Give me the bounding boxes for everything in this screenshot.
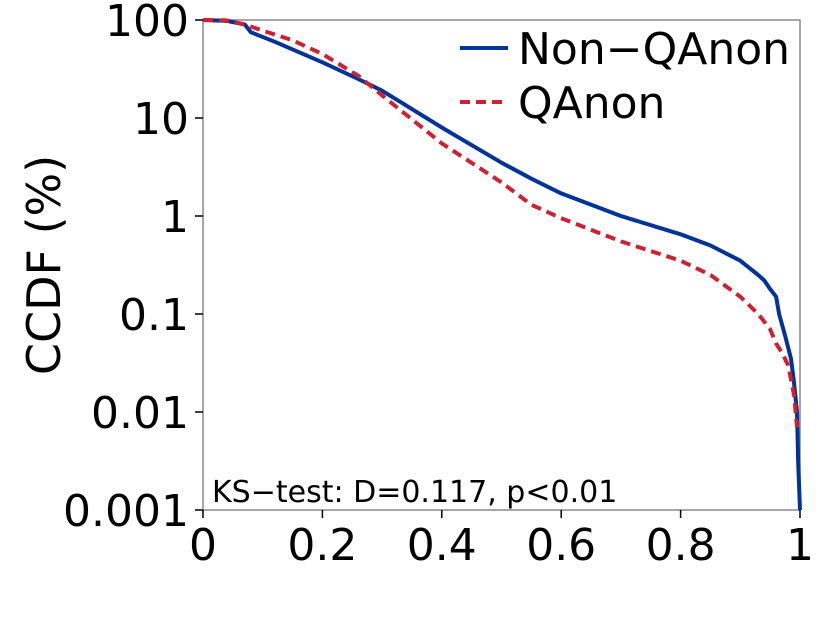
- y-tick-label: 0.01: [91, 388, 189, 439]
- x-tick-label: 0: [189, 520, 217, 571]
- y-tick-label: 100: [105, 0, 189, 47]
- legend-label: Non−QAnon: [518, 24, 790, 75]
- x-tick-label: 1: [786, 520, 814, 571]
- y-tick-label: 0.001: [63, 486, 189, 537]
- x-axis: 0 0.2 0.4 0.6 0.8 1: [189, 510, 814, 571]
- x-tick-label: 0.6: [526, 520, 596, 571]
- y-tick-label: 10: [133, 94, 189, 145]
- y-tick-label: 1: [161, 192, 189, 243]
- y-axis: 0.001 0.01 0.1 1 10 100: [63, 0, 203, 537]
- series-lines: [202, 18, 802, 511]
- y-tick-label: 0.1: [119, 290, 189, 341]
- series-line-non-qanon: [202, 18, 802, 511]
- ks-test-annotation: KS−test: D=0.117, p<0.01: [212, 475, 617, 510]
- plot-frame: [202, 19, 801, 511]
- x-tick-label: 0.4: [407, 520, 477, 571]
- x-tick-label: 0.2: [287, 520, 357, 571]
- series-line-qanon: [202, 18, 799, 428]
- y-axis-label: CCDF (%): [17, 155, 71, 375]
- x-tick-label: 0.8: [646, 520, 716, 571]
- legend-label: QAnon: [518, 78, 665, 129]
